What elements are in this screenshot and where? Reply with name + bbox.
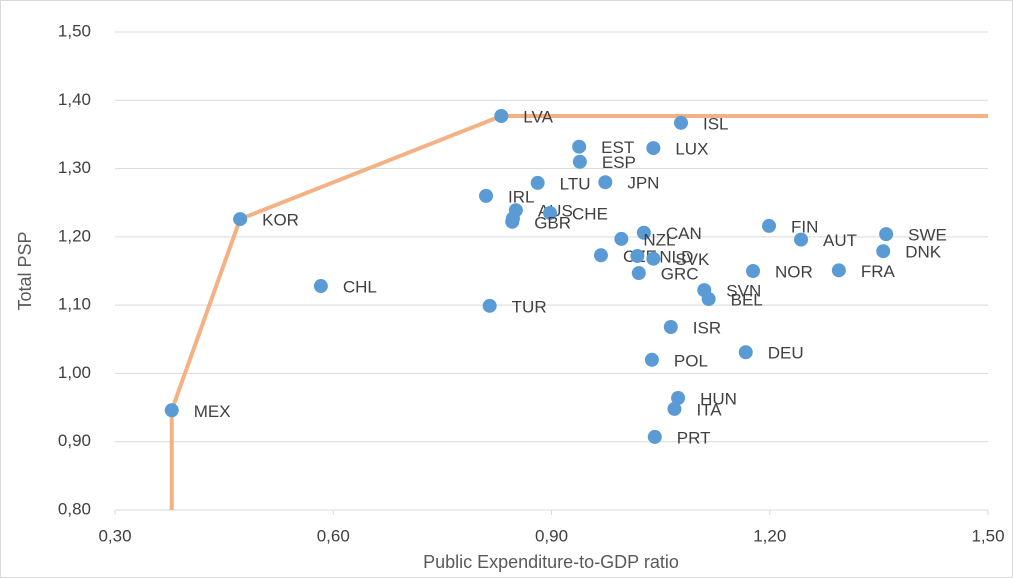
point	[572, 139, 587, 154]
point-label: CHL	[343, 278, 377, 297]
x-tick-label: 0,90	[535, 526, 568, 545]
point-label: KOR	[262, 211, 299, 230]
point-label: LVA	[523, 107, 553, 126]
x-tick-label: 0,60	[317, 526, 350, 545]
y-tick-label: 1,30	[58, 158, 91, 177]
point-label: NZL	[643, 230, 675, 249]
point	[746, 264, 761, 278]
y-tick-label: 0,90	[58, 431, 91, 450]
point	[543, 205, 558, 220]
point	[701, 291, 716, 306]
x-tick-label: 0,30	[98, 526, 131, 545]
y-tick-label: 0,80	[58, 499, 91, 518]
point	[572, 154, 587, 169]
x-tick-label: 1,50	[971, 526, 1004, 545]
point-label: HUN	[700, 389, 737, 408]
point	[879, 227, 894, 242]
grid: 0,80 0,90 1,00 1,10 1,20 1,30 1,40 1,50 0,30 0,60…	[58, 21, 1005, 545]
point	[614, 231, 629, 246]
point-label: CHE	[572, 204, 608, 223]
point-label: IRL	[508, 187, 534, 206]
point-label: LUX	[675, 140, 708, 159]
point-label: NOR	[775, 262, 813, 281]
point-label: FIN	[791, 217, 818, 236]
point	[794, 232, 809, 247]
point	[646, 251, 661, 266]
point	[479, 188, 494, 203]
point-label: PRT	[677, 428, 711, 447]
y-axis-title: Total PSP	[15, 231, 35, 310]
point	[762, 218, 777, 233]
point	[636, 225, 651, 240]
point	[876, 244, 891, 259]
point	[663, 319, 678, 334]
point	[233, 212, 248, 227]
point-label: DNK	[905, 243, 942, 262]
x-axis-title: Public Expenditure-to-GDP ratio	[423, 552, 679, 572]
point-label: CAN	[666, 224, 702, 243]
point	[646, 141, 661, 156]
point-label: LTU	[560, 174, 591, 193]
point	[671, 391, 686, 406]
point	[673, 115, 688, 130]
point-label: AUT	[823, 231, 857, 250]
y-tick-label: 1,00	[58, 363, 91, 382]
point	[505, 211, 520, 226]
y-tick-label: 1,50	[58, 21, 91, 40]
point	[630, 248, 645, 263]
y-tick-label: 1,20	[58, 226, 91, 245]
point-label: SVN	[726, 282, 761, 301]
point-label: TUR	[512, 297, 547, 316]
point-label: GRC	[661, 265, 699, 284]
point	[530, 175, 545, 190]
point-label: BEL	[731, 290, 763, 309]
point	[164, 403, 179, 418]
marks: MEXKORCHLLVAISLESTLUXESPLTUJPNIRLAUSCHEG…	[164, 107, 988, 510]
point	[494, 108, 509, 123]
point-label: ITA	[696, 400, 722, 419]
x-tick-label: 1,20	[753, 526, 786, 545]
point-label: NLD	[659, 247, 693, 266]
point-label: JPN	[627, 174, 659, 193]
point-label: FRA	[861, 262, 896, 281]
point-label: ISL	[703, 114, 729, 133]
point	[482, 298, 497, 313]
point-label: ISR	[693, 318, 721, 337]
point-label: POL	[674, 351, 708, 370]
point	[644, 352, 659, 367]
point	[598, 175, 613, 190]
point-label: MEX	[194, 402, 231, 421]
point	[738, 345, 753, 360]
point-label: SWE	[908, 226, 947, 245]
point	[313, 279, 328, 294]
point-label: DEU	[768, 344, 804, 363]
point-label: GBR	[534, 213, 571, 232]
point	[667, 401, 682, 416]
y-tick-label: 1,40	[58, 90, 91, 109]
point	[647, 429, 662, 444]
point-label: EST	[601, 138, 634, 157]
y-tick-label: 1,10	[58, 295, 91, 314]
point-label: SVK	[675, 250, 710, 269]
point	[831, 263, 846, 278]
point	[593, 248, 608, 263]
point	[631, 266, 646, 281]
point-label: ESP	[602, 153, 636, 172]
